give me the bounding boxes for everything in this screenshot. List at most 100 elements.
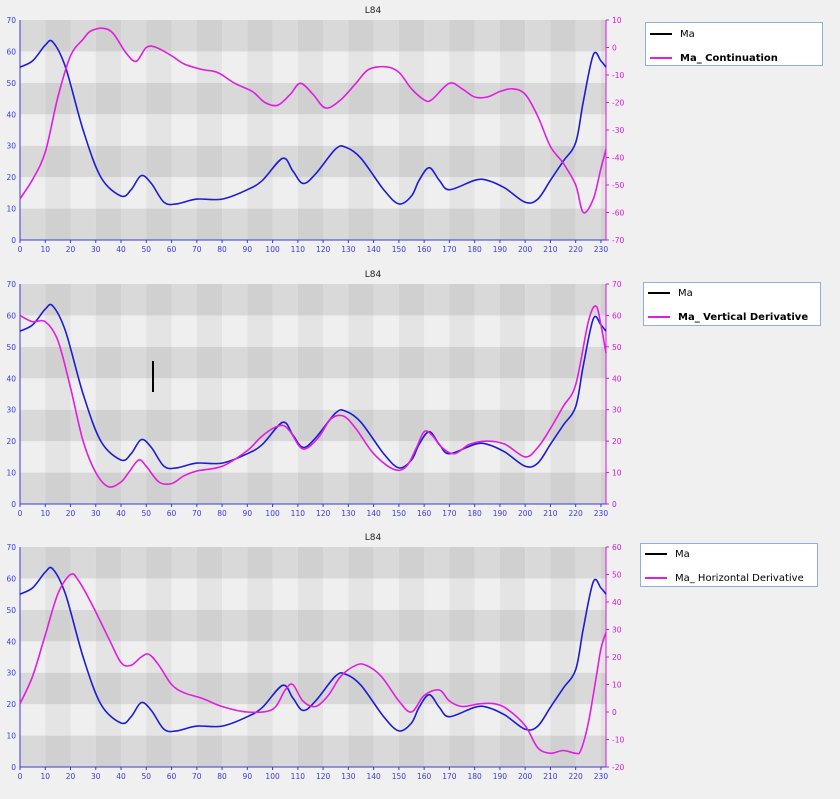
- grid-band: [222, 578, 248, 610]
- legend-swatch-black: [645, 553, 667, 555]
- grid-band: [297, 208, 324, 240]
- grid-band: [196, 641, 223, 673]
- grid-band: [499, 82, 526, 115]
- grid-band: [449, 51, 475, 83]
- grid-band: [348, 315, 374, 347]
- grid-band: [323, 145, 349, 178]
- grid-band: [575, 284, 601, 316]
- grid-band: [550, 20, 576, 52]
- y-tick-label-left: 70: [6, 16, 16, 25]
- legend-label: Ma: [675, 548, 690, 560]
- grid-band: [449, 378, 475, 410]
- grid-band: [474, 672, 500, 705]
- x-tick-label: 20: [66, 772, 76, 781]
- grid-band: [424, 315, 450, 347]
- y-tick-label-left: 30: [6, 142, 16, 151]
- legend-entry-series2: Ma_ Vertical Derivative: [648, 309, 808, 325]
- grid-band: [323, 51, 349, 83]
- grid-band: [70, 704, 96, 736]
- grid-band: [499, 472, 526, 504]
- grid-band: [348, 578, 374, 610]
- grid-band: [600, 609, 606, 642]
- grid-band: [297, 704, 324, 736]
- grid-band: [600, 177, 606, 209]
- grid-band: [222, 547, 248, 579]
- grid-band: [474, 51, 500, 83]
- grid-band: [222, 704, 248, 736]
- grid-band: [550, 177, 576, 209]
- grid-band: [323, 346, 349, 379]
- grid-band: [373, 315, 399, 347]
- grid-band: [45, 547, 71, 579]
- grid-band: [550, 208, 576, 240]
- y-tick-label-left: 30: [6, 669, 16, 678]
- grid-band: [146, 208, 172, 240]
- y-tick-label-left: 50: [6, 343, 16, 352]
- grid-band: [550, 315, 576, 347]
- grid-band: [424, 145, 450, 178]
- legend-swatch-black: [648, 292, 670, 294]
- grid-band: [398, 346, 425, 379]
- legend-swatch-black: [650, 33, 672, 35]
- grid-band: [20, 208, 46, 240]
- legend-entry-series2: Ma_ Horizontal Derivative: [645, 570, 804, 586]
- x-tick-label: 10: [40, 772, 50, 781]
- x-tick-label: 200: [518, 772, 533, 781]
- grid-band: [398, 315, 425, 347]
- grid-band: [373, 145, 399, 178]
- grid-band: [95, 284, 122, 316]
- x-tick-label: 160: [417, 245, 432, 254]
- y-tick-label-right: 70: [612, 280, 622, 289]
- grid-band: [45, 704, 71, 736]
- y-tick-label-right: 40: [612, 598, 622, 607]
- grid-band: [424, 51, 450, 83]
- grid-band: [575, 547, 601, 579]
- grid-band: [424, 735, 450, 767]
- grid-band: [196, 315, 223, 347]
- grid-band: [146, 315, 172, 347]
- grid-band: [222, 114, 248, 146]
- grid-band: [575, 378, 601, 410]
- grid-band: [222, 641, 248, 673]
- y-tick-label-right: -40: [612, 154, 624, 163]
- grid-band: [449, 284, 475, 316]
- grid-band: [575, 346, 601, 379]
- grid-band: [196, 284, 223, 316]
- grid-band: [449, 578, 475, 610]
- grid-band: [146, 472, 172, 504]
- grid-band: [247, 51, 273, 83]
- y-tick-label-left: 20: [6, 437, 16, 446]
- y-tick-label-left: 10: [6, 732, 16, 741]
- grid-band: [474, 346, 500, 379]
- grid-band: [45, 641, 71, 673]
- grid-band: [474, 472, 500, 504]
- grid-band: [121, 284, 147, 316]
- grid-band: [272, 51, 298, 83]
- x-tick-label: 90: [243, 245, 253, 254]
- grid-band: [272, 177, 298, 209]
- grid-band: [398, 672, 425, 705]
- grid-band: [525, 346, 551, 379]
- grid-band: [20, 20, 46, 52]
- grid-band: [499, 208, 526, 240]
- grid-band: [272, 735, 298, 767]
- grid-band: [499, 578, 526, 610]
- grid-band: [474, 547, 500, 579]
- grid-band: [45, 177, 71, 209]
- grid-band: [146, 378, 172, 410]
- y-tick-label-left: 40: [6, 637, 16, 646]
- grid-band: [95, 704, 122, 736]
- grid-band: [121, 378, 147, 410]
- x-tick-label: 190: [493, 772, 508, 781]
- grid-band: [348, 20, 374, 52]
- grid-band: [525, 609, 551, 642]
- grid-band: [398, 114, 425, 146]
- grid-band: [575, 735, 601, 767]
- grid-band: [373, 472, 399, 504]
- x-tick-label: 10: [40, 245, 50, 254]
- grid-band: [196, 51, 223, 83]
- grid-band: [171, 609, 197, 642]
- grid-band: [525, 145, 551, 178]
- x-tick-label: 200: [518, 509, 533, 518]
- x-tick-label: 140: [366, 509, 381, 518]
